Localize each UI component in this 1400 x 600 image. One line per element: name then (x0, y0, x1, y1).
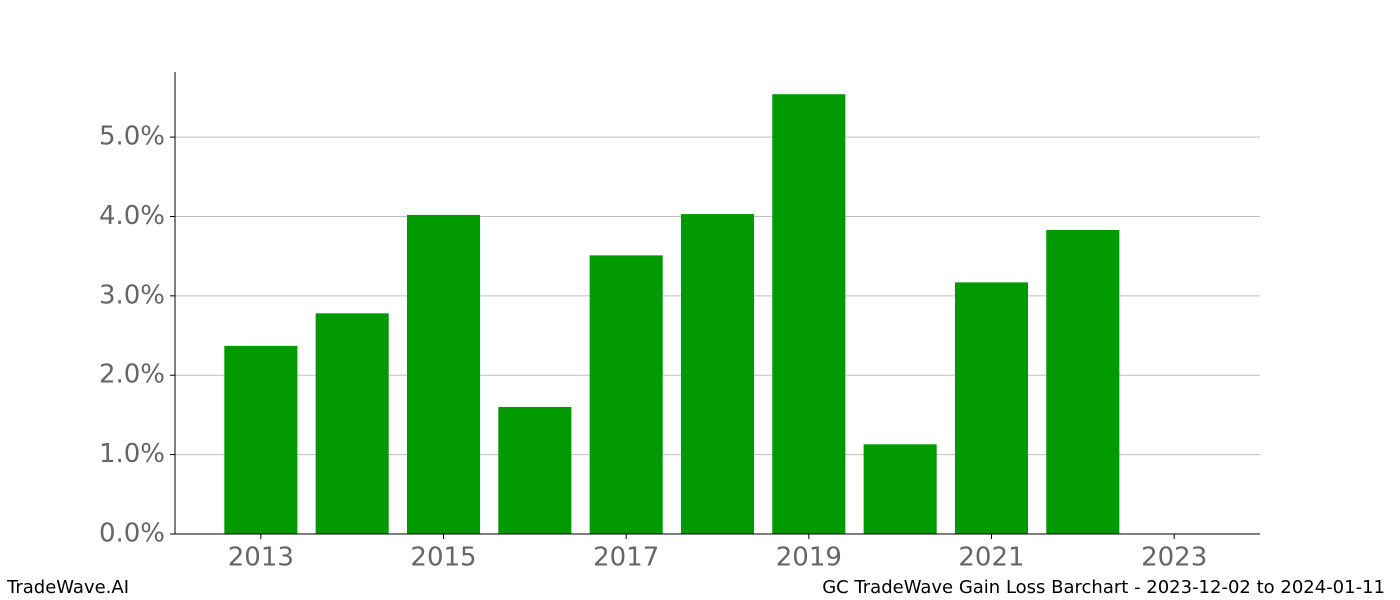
x-tick-label: 2019 (776, 543, 842, 573)
x-tick-label: 2013 (228, 543, 294, 573)
x-tick-label: 2021 (958, 543, 1024, 573)
bar (406, 214, 481, 534)
footer-right: GC TradeWave Gain Loss Barchart - 2023-1… (822, 577, 1385, 598)
bar (315, 313, 389, 534)
bars (224, 94, 1120, 535)
tick-labels: 0.0% 1.0% 2.0% 3.0% 4.0% 5.0% 2013 2015 2017 2019… (99, 122, 1207, 573)
y-tick-label: 5.0% (99, 122, 165, 152)
y-tick-label: 3.0% (99, 280, 165, 310)
y-tick-label: 1.0% (99, 439, 165, 469)
x-tick-label: 2015 (410, 543, 476, 573)
y-tick-label: 0.0% (99, 519, 165, 549)
bar (680, 214, 755, 535)
bar (589, 255, 663, 534)
footer-left: TradeWave.AI (6, 577, 129, 598)
bar (772, 94, 846, 534)
x-tick-label: 2017 (593, 543, 659, 573)
bar (863, 444, 937, 534)
x-tick-label: 2023 (1141, 543, 1207, 573)
bar (224, 345, 298, 534)
bar (498, 406, 572, 534)
y-tick-label: 4.0% (99, 201, 165, 231)
bar (1046, 229, 1120, 535)
bar (954, 282, 1029, 534)
y-tick-label: 2.0% (99, 360, 165, 390)
